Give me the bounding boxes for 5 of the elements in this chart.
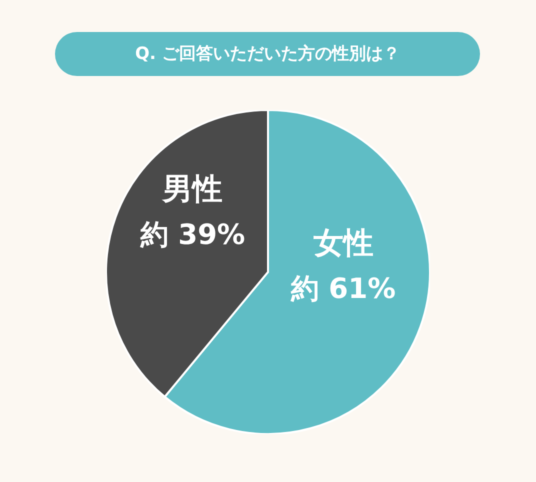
slice-label: 女性	[312, 226, 374, 262]
slice-label: 男性	[162, 172, 223, 207]
chart-title: Q. ご回答いただいた方の性別は？	[55, 32, 480, 76]
data-label: 約 39%	[139, 218, 246, 251]
data-label: 約 61%	[290, 272, 396, 306]
